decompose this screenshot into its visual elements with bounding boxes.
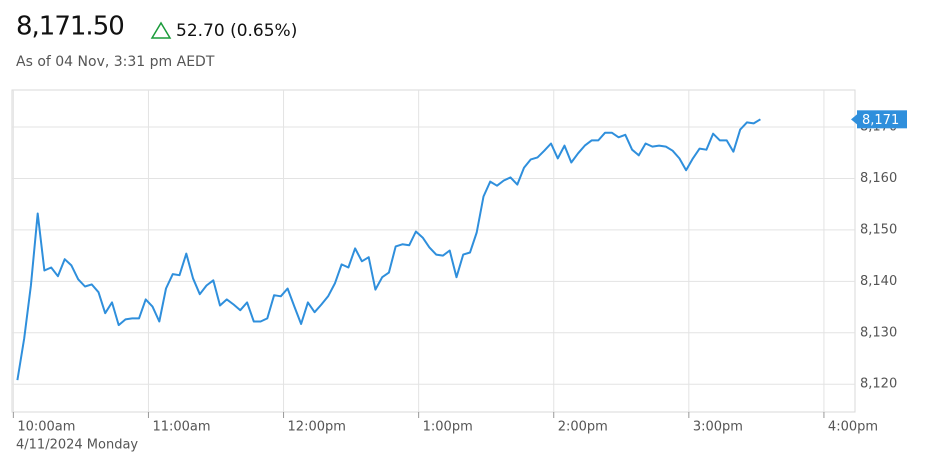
as-of: As of 04 Nov, 3:31 pm AEDT — [16, 54, 215, 70]
price: 8,171.50 — [16, 12, 124, 42]
x-tick-label: 2:00pm — [558, 420, 608, 435]
price-change: 52.70 (0.65%) — [176, 21, 297, 41]
y-tick-label: 8,150 — [860, 222, 897, 237]
x-tick-label: 10:00am — [17, 420, 75, 435]
y-tick-label: 8,140 — [860, 274, 897, 289]
last-price-tag — [857, 110, 907, 129]
y-tick-label: 8,160 — [860, 171, 897, 186]
x-tick-label: 11:00am — [152, 420, 210, 435]
x-tick-label: 3:00pm — [693, 420, 743, 435]
x-tick-label: 12:00pm — [288, 420, 346, 435]
x-subtitle: 4/11/2024 Monday — [16, 438, 138, 453]
price-line — [16, 118, 761, 381]
y-tick-label: 8,120 — [860, 377, 897, 392]
y-tick-label: 8,130 — [860, 325, 897, 340]
plot-frame — [11, 89, 856, 413]
up-arrow — [150, 21, 172, 39]
tag-pointer — [851, 114, 857, 125]
x-tick-label: 4:00pm — [828, 420, 878, 435]
last-price-label: 8,171 — [862, 113, 899, 128]
x-tick-label: 1:00pm — [423, 420, 473, 435]
